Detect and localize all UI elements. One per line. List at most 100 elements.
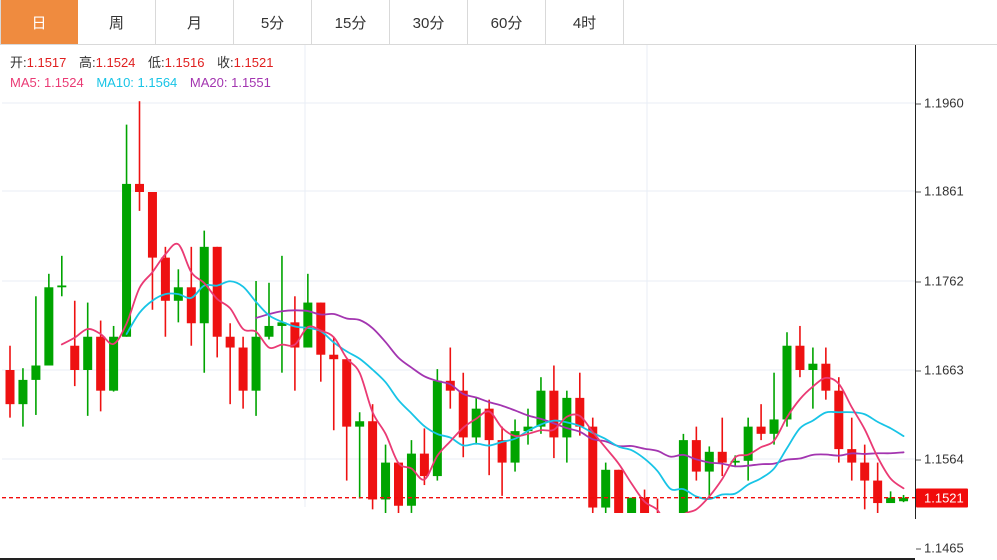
candle-body bbox=[109, 336, 119, 391]
price-tick-3: 1.1663 bbox=[916, 363, 964, 378]
price-tick-2: 1.1762 bbox=[916, 274, 964, 289]
tab-label: 30分 bbox=[412, 14, 445, 32]
ma20-line bbox=[255, 309, 905, 468]
candle-body bbox=[251, 336, 261, 391]
tab-6[interactable]: 60分 bbox=[468, 0, 546, 44]
tab-label: 5分 bbox=[260, 14, 285, 32]
candle-body bbox=[860, 462, 870, 481]
candle-body bbox=[160, 257, 170, 301]
candle-body bbox=[238, 347, 248, 391]
price-tick-label: 1.1663 bbox=[924, 362, 964, 378]
price-axis: 1.1960 1.1861 1.1762 1.1663 1.1564 1.1521 1.14… bbox=[915, 45, 997, 556]
candle-body bbox=[186, 287, 196, 324]
candle-body bbox=[147, 192, 157, 258]
candle-body bbox=[381, 462, 391, 500]
candle-body bbox=[899, 497, 909, 502]
candle-body bbox=[225, 336, 235, 348]
candle-body bbox=[57, 285, 67, 288]
candlestick-plot[interactable] bbox=[2, 45, 915, 513]
candle-body bbox=[70, 345, 80, 370]
candle-body bbox=[756, 426, 766, 434]
candle-body bbox=[316, 302, 326, 355]
price-tick-label: 1.1564 bbox=[924, 451, 964, 467]
current-price-tag: 1.1521 bbox=[916, 488, 968, 508]
candle-body bbox=[691, 440, 701, 472]
tab-label: 60分 bbox=[490, 14, 523, 32]
tab-3[interactable]: 5分 bbox=[234, 0, 312, 44]
chart-area: 开:1.1517 高:1.1524 低:1.1516 收:1.1521 MA5:… bbox=[0, 45, 997, 560]
candle-body bbox=[743, 426, 753, 461]
candle-body bbox=[614, 469, 624, 513]
candle-body bbox=[458, 390, 468, 438]
candle-body bbox=[575, 397, 585, 427]
candle-body bbox=[471, 408, 481, 438]
candle-body bbox=[510, 431, 520, 463]
candle-body bbox=[678, 440, 688, 513]
candle-body bbox=[96, 336, 106, 391]
price-tick-4: 1.1564 bbox=[916, 452, 964, 467]
price-tick-label: 1.1861 bbox=[924, 183, 964, 199]
candle-body bbox=[795, 345, 805, 370]
candle-body bbox=[536, 390, 546, 427]
tab-0[interactable]: 日 bbox=[0, 0, 78, 44]
moving-average-lines bbox=[60, 242, 905, 513]
price-tick-label: 1.1762 bbox=[924, 273, 964, 289]
price-tick-6: 1.1465 bbox=[916, 541, 964, 556]
tick-dash-icon bbox=[916, 548, 921, 550]
candle-body bbox=[847, 449, 857, 463]
candle-body bbox=[277, 322, 287, 326]
tick-dash-icon bbox=[916, 103, 921, 105]
candle-body bbox=[782, 345, 792, 420]
candlestick-svg bbox=[2, 45, 915, 513]
candles bbox=[5, 101, 909, 513]
candle-body bbox=[588, 426, 598, 508]
candle-body bbox=[122, 183, 132, 337]
candle-body bbox=[212, 246, 222, 337]
tab-4[interactable]: 15分 bbox=[312, 0, 390, 44]
candle-body bbox=[627, 497, 637, 513]
candle-body bbox=[406, 453, 416, 506]
candle-body bbox=[31, 365, 41, 380]
candle-body bbox=[419, 453, 429, 477]
tab-1[interactable]: 周 bbox=[78, 0, 156, 44]
candle-body bbox=[717, 451, 727, 463]
tab-label: 15分 bbox=[334, 14, 367, 32]
tick-dash-icon bbox=[916, 498, 921, 500]
candle-body bbox=[135, 183, 144, 192]
candle-body bbox=[445, 380, 455, 391]
candle-body bbox=[497, 440, 507, 463]
candle-body bbox=[808, 363, 818, 370]
tab-7[interactable]: 4时 bbox=[546, 0, 624, 44]
ma10-line bbox=[125, 280, 905, 500]
candle-body bbox=[5, 370, 15, 405]
gridlines bbox=[2, 45, 915, 507]
tab-2[interactable]: 月 bbox=[156, 0, 234, 44]
price-tick-0: 1.1960 bbox=[916, 96, 964, 111]
candle-body bbox=[834, 390, 844, 450]
candle-body bbox=[484, 408, 494, 441]
candle-body bbox=[601, 469, 611, 508]
candle-body bbox=[432, 380, 442, 477]
candle-body bbox=[342, 359, 352, 427]
candle-body bbox=[355, 421, 365, 427]
candle-body bbox=[264, 325, 274, 337]
candle-body bbox=[730, 460, 740, 463]
tick-dash-icon bbox=[916, 459, 921, 461]
tab-5[interactable]: 30分 bbox=[390, 0, 468, 44]
candle-body bbox=[83, 336, 93, 370]
candle-body bbox=[394, 462, 403, 506]
price-tick-label: 1.1960 bbox=[924, 95, 964, 111]
tab-label: 周 bbox=[108, 14, 124, 32]
candle-body bbox=[303, 302, 313, 348]
tick-dash-icon bbox=[916, 281, 921, 283]
candle-body bbox=[18, 379, 28, 405]
candle-body bbox=[44, 287, 54, 366]
price-tick-1: 1.1861 bbox=[916, 184, 964, 199]
tab-label: 月 bbox=[186, 14, 202, 32]
candle-body bbox=[523, 426, 533, 432]
candle-body bbox=[640, 497, 650, 513]
period-tab-bar: 日 周 月 5分 15分 30分 60分 4时 bbox=[0, 0, 997, 45]
tab-bar-filler bbox=[624, 0, 997, 44]
price-tick-label: 1.1465 bbox=[924, 540, 964, 556]
